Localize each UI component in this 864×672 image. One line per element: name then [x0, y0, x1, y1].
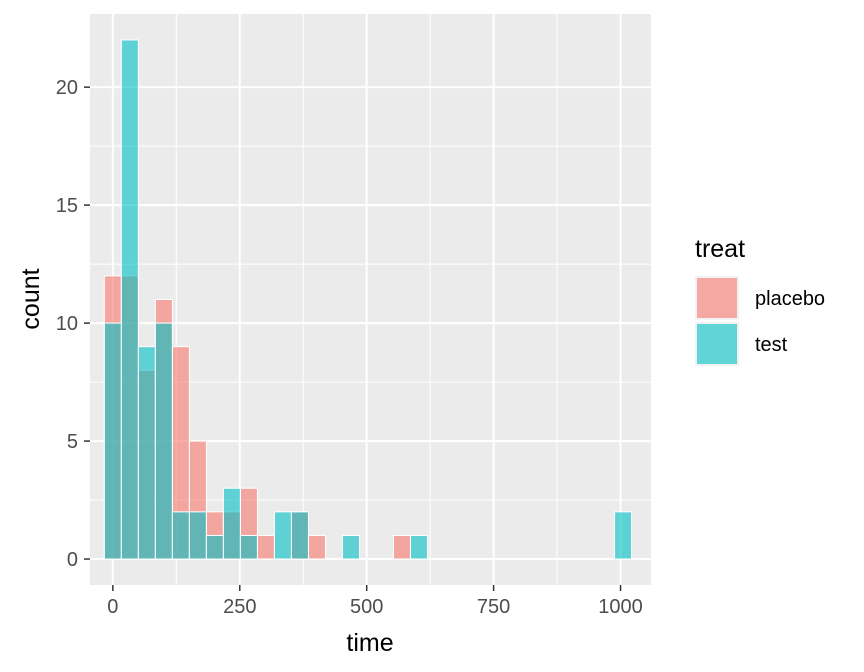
legend-label-test: test	[755, 334, 788, 356]
bar-test	[290, 511, 309, 560]
bar-test	[614, 511, 633, 560]
bar-test	[409, 534, 428, 560]
y-tick-label: 10	[56, 313, 78, 335]
bar-test	[154, 322, 173, 560]
bar-test	[205, 534, 224, 560]
bar-placebo	[256, 534, 275, 560]
legend-label-placebo: placebo	[755, 288, 825, 310]
bar-test	[171, 511, 190, 560]
bar-test	[120, 39, 139, 560]
x-tick-label: 0	[107, 596, 118, 618]
y-tick-label: 15	[56, 195, 78, 217]
axes: 0 250 500 750 1000 0 5 10 15 20	[56, 77, 643, 618]
x-tick-label: 1000	[598, 596, 643, 618]
bar-placebo	[392, 534, 411, 560]
x-axis-title: time	[346, 629, 393, 657]
bar-placebo	[307, 534, 326, 560]
bar-test	[239, 534, 258, 560]
x-tick-label: 500	[350, 596, 383, 618]
bars	[103, 39, 633, 560]
legend-swatch-placebo	[697, 278, 737, 318]
minor-gridlines	[90, 14, 651, 585]
x-tick-label: 750	[477, 596, 510, 618]
bar-test	[341, 534, 360, 560]
y-tick-label: 0	[67, 549, 78, 571]
bar-test	[222, 487, 241, 560]
legend-title: treat	[695, 235, 745, 263]
bar-test	[188, 511, 207, 560]
bar-test	[273, 511, 292, 560]
legend: treat placebo test	[695, 235, 825, 366]
bar-test	[137, 346, 156, 560]
legend-swatch-test	[697, 324, 737, 364]
x-tick-label: 250	[223, 596, 256, 618]
y-tick-label: 20	[56, 77, 78, 99]
bar-test	[103, 322, 122, 560]
y-axis-title: count	[17, 268, 45, 329]
y-tick-label: 5	[67, 431, 78, 453]
